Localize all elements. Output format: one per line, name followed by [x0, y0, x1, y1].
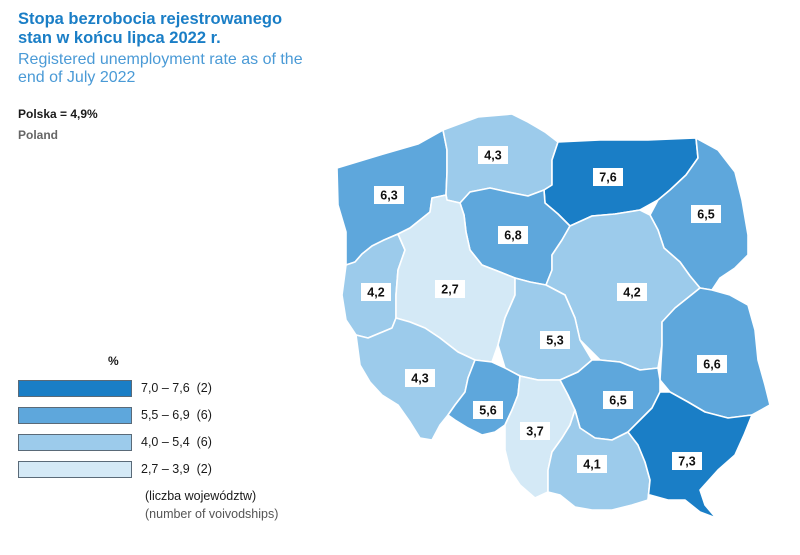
legend-range: 2,7 – 3,9	[141, 462, 190, 476]
legend-swatch	[18, 407, 132, 424]
national-rate: Polska = 4,9%	[18, 107, 98, 121]
value-label-text: 6,3	[380, 189, 397, 203]
value-label-text: 6,8	[504, 229, 521, 243]
value-label-box	[361, 283, 391, 301]
value-label-box	[520, 422, 550, 440]
value-label-box	[498, 226, 528, 244]
value-label-text: 6,5	[697, 208, 714, 222]
value-label-box	[697, 355, 727, 373]
value-label-lodzkie: 5,3	[540, 331, 570, 349]
value-label-text: 6,5	[609, 394, 626, 408]
value-label-text: 6,6	[703, 358, 720, 372]
value-label-text: 7,6	[599, 171, 616, 185]
legend-count: (2)	[196, 381, 212, 395]
value-label-box	[374, 186, 404, 204]
value-label-kujawsko-pomorskie: 6,8	[498, 226, 528, 244]
value-label-box	[540, 331, 570, 349]
legend-row: 7,0 – 7,6 (2)	[18, 380, 278, 400]
value-label-box	[405, 369, 435, 387]
value-label-box	[435, 280, 465, 298]
legend-swatch	[18, 380, 132, 397]
legend-label: 7,0 – 7,6 (2)	[141, 381, 212, 395]
legend-note-polish: (liczba województw)	[145, 489, 257, 503]
legend-range: 4,0 – 5,4	[141, 435, 190, 449]
legend-label: 4,0 – 5,4 (6)	[141, 435, 212, 449]
value-label-podkarpackie: 7,3	[672, 452, 702, 470]
map-title-english: Registered unemployment rate as of the e…	[18, 51, 318, 87]
national-rate-english: Poland	[18, 128, 59, 142]
value-label-text: 7,3	[678, 455, 695, 469]
value-label-box	[473, 401, 503, 419]
value-label-podlaskie: 6,5	[691, 205, 721, 223]
value-label-text: 4,1	[583, 458, 600, 472]
legend-count: (6)	[196, 435, 212, 449]
map-title-polish-text: Stopa bezrobocia rejestrowanego stan w k…	[18, 10, 283, 47]
value-label-box	[672, 452, 702, 470]
value-label-box	[577, 455, 607, 473]
value-label-opolskie: 5,6	[473, 401, 503, 419]
map-title-english-text: Registered unemployment rate as of the e…	[18, 51, 303, 86]
value-label-text: 2,7	[441, 283, 458, 297]
legend-label: 5,5 – 6,9 (6)	[141, 408, 212, 422]
value-label-mazowieckie: 4,2	[617, 283, 647, 301]
legend-note-english: (number of voivodships)	[145, 507, 279, 521]
value-label-text: 4,3	[484, 149, 501, 163]
legend-swatch	[18, 461, 132, 478]
legend-unit: %	[108, 354, 119, 368]
legend-count: (2)	[196, 462, 212, 476]
legend-range: 5,5 – 6,9	[141, 408, 190, 422]
value-label-text: 5,3	[546, 334, 563, 348]
value-label-slaskie: 3,7	[520, 422, 550, 440]
value-label-box	[478, 146, 508, 164]
legend-row: 5,5 – 6,9 (6)	[18, 407, 278, 427]
value-label-text: 4,2	[367, 286, 384, 300]
value-label-box	[617, 283, 647, 301]
value-label-wielkopolskie: 2,7	[435, 280, 465, 298]
value-label-box	[593, 168, 623, 186]
value-label-pomorskie: 4,3	[478, 146, 508, 164]
legend-label: 2,7 – 3,9 (2)	[141, 462, 212, 476]
value-label-text: 5,6	[479, 404, 496, 418]
value-label-dolnoslaskie: 4,3	[405, 369, 435, 387]
value-label-lubelskie: 6,6	[697, 355, 727, 373]
map-title-polish: Stopa bezrobocia rejestrowanego stan w k…	[18, 10, 318, 48]
legend-count: (6)	[196, 408, 212, 422]
legend-row: 4,0 – 5,4 (6)	[18, 434, 278, 454]
legend-range: 7,0 – 7,6	[141, 381, 190, 395]
value-label-lubuskie: 4,2	[361, 283, 391, 301]
value-label-zachodniopomorskie: 6,3	[374, 186, 404, 204]
value-label-box	[691, 205, 721, 223]
legend-swatch	[18, 434, 132, 451]
value-label-warminsko-mazurskie: 7,6	[593, 168, 623, 186]
value-label-swietokrzyskie: 6,5	[603, 391, 633, 409]
value-label-text: 4,2	[623, 286, 640, 300]
legend-row: 2,7 – 3,9 (2)	[18, 461, 278, 481]
value-label-text: 4,3	[411, 372, 428, 386]
value-label-malopolskie: 4,1	[577, 455, 607, 473]
value-label-text: 3,7	[526, 425, 543, 439]
value-label-box	[603, 391, 633, 409]
